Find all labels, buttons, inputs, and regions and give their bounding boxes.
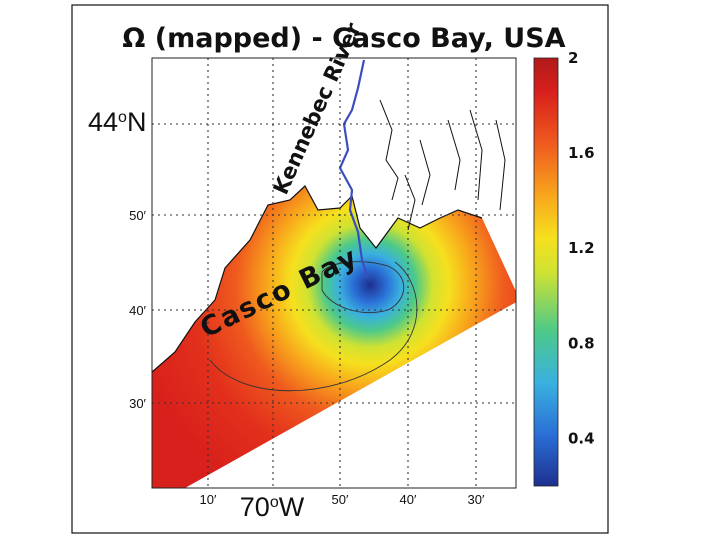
coastline bbox=[152, 185, 483, 373]
contour-line-outer bbox=[209, 261, 418, 392]
omega-field bbox=[152, 186, 516, 488]
coastline-islands bbox=[379, 99, 506, 231]
lon-label-70W: 70oW bbox=[240, 492, 305, 522]
colorbar bbox=[533, 57, 559, 487]
colorbar-tick-label: 2 bbox=[568, 49, 578, 67]
contour-line-inner bbox=[321, 261, 405, 313]
lon-label-10: 10′ bbox=[200, 492, 217, 507]
map-area bbox=[152, 58, 516, 488]
lon-label-40: 40′ bbox=[400, 492, 417, 507]
lon-label-30: 30′ bbox=[468, 492, 485, 507]
lat-label-50: 50′ bbox=[129, 208, 146, 223]
colorbar-tick-label: 1.6 bbox=[568, 144, 595, 162]
colorbar-ticks: 2 1.6 1.2 0.8 0.4 bbox=[568, 49, 595, 447]
lon-label-50: 50′ bbox=[332, 492, 349, 507]
outer-border bbox=[71, 4, 609, 534]
colorbar-tick-label: 0.4 bbox=[568, 429, 595, 447]
lat-label-30: 30′ bbox=[129, 396, 146, 411]
map-border bbox=[151, 57, 517, 489]
colorbar-tick-label: 0.8 bbox=[568, 334, 595, 352]
colorbar-tick-label: 1.2 bbox=[568, 239, 595, 257]
map-title: Ω (mapped) - Casco Bay, USA bbox=[122, 23, 565, 54]
lat-label-40: 40′ bbox=[129, 303, 146, 318]
lat-label-44N: 44oN bbox=[88, 107, 146, 137]
